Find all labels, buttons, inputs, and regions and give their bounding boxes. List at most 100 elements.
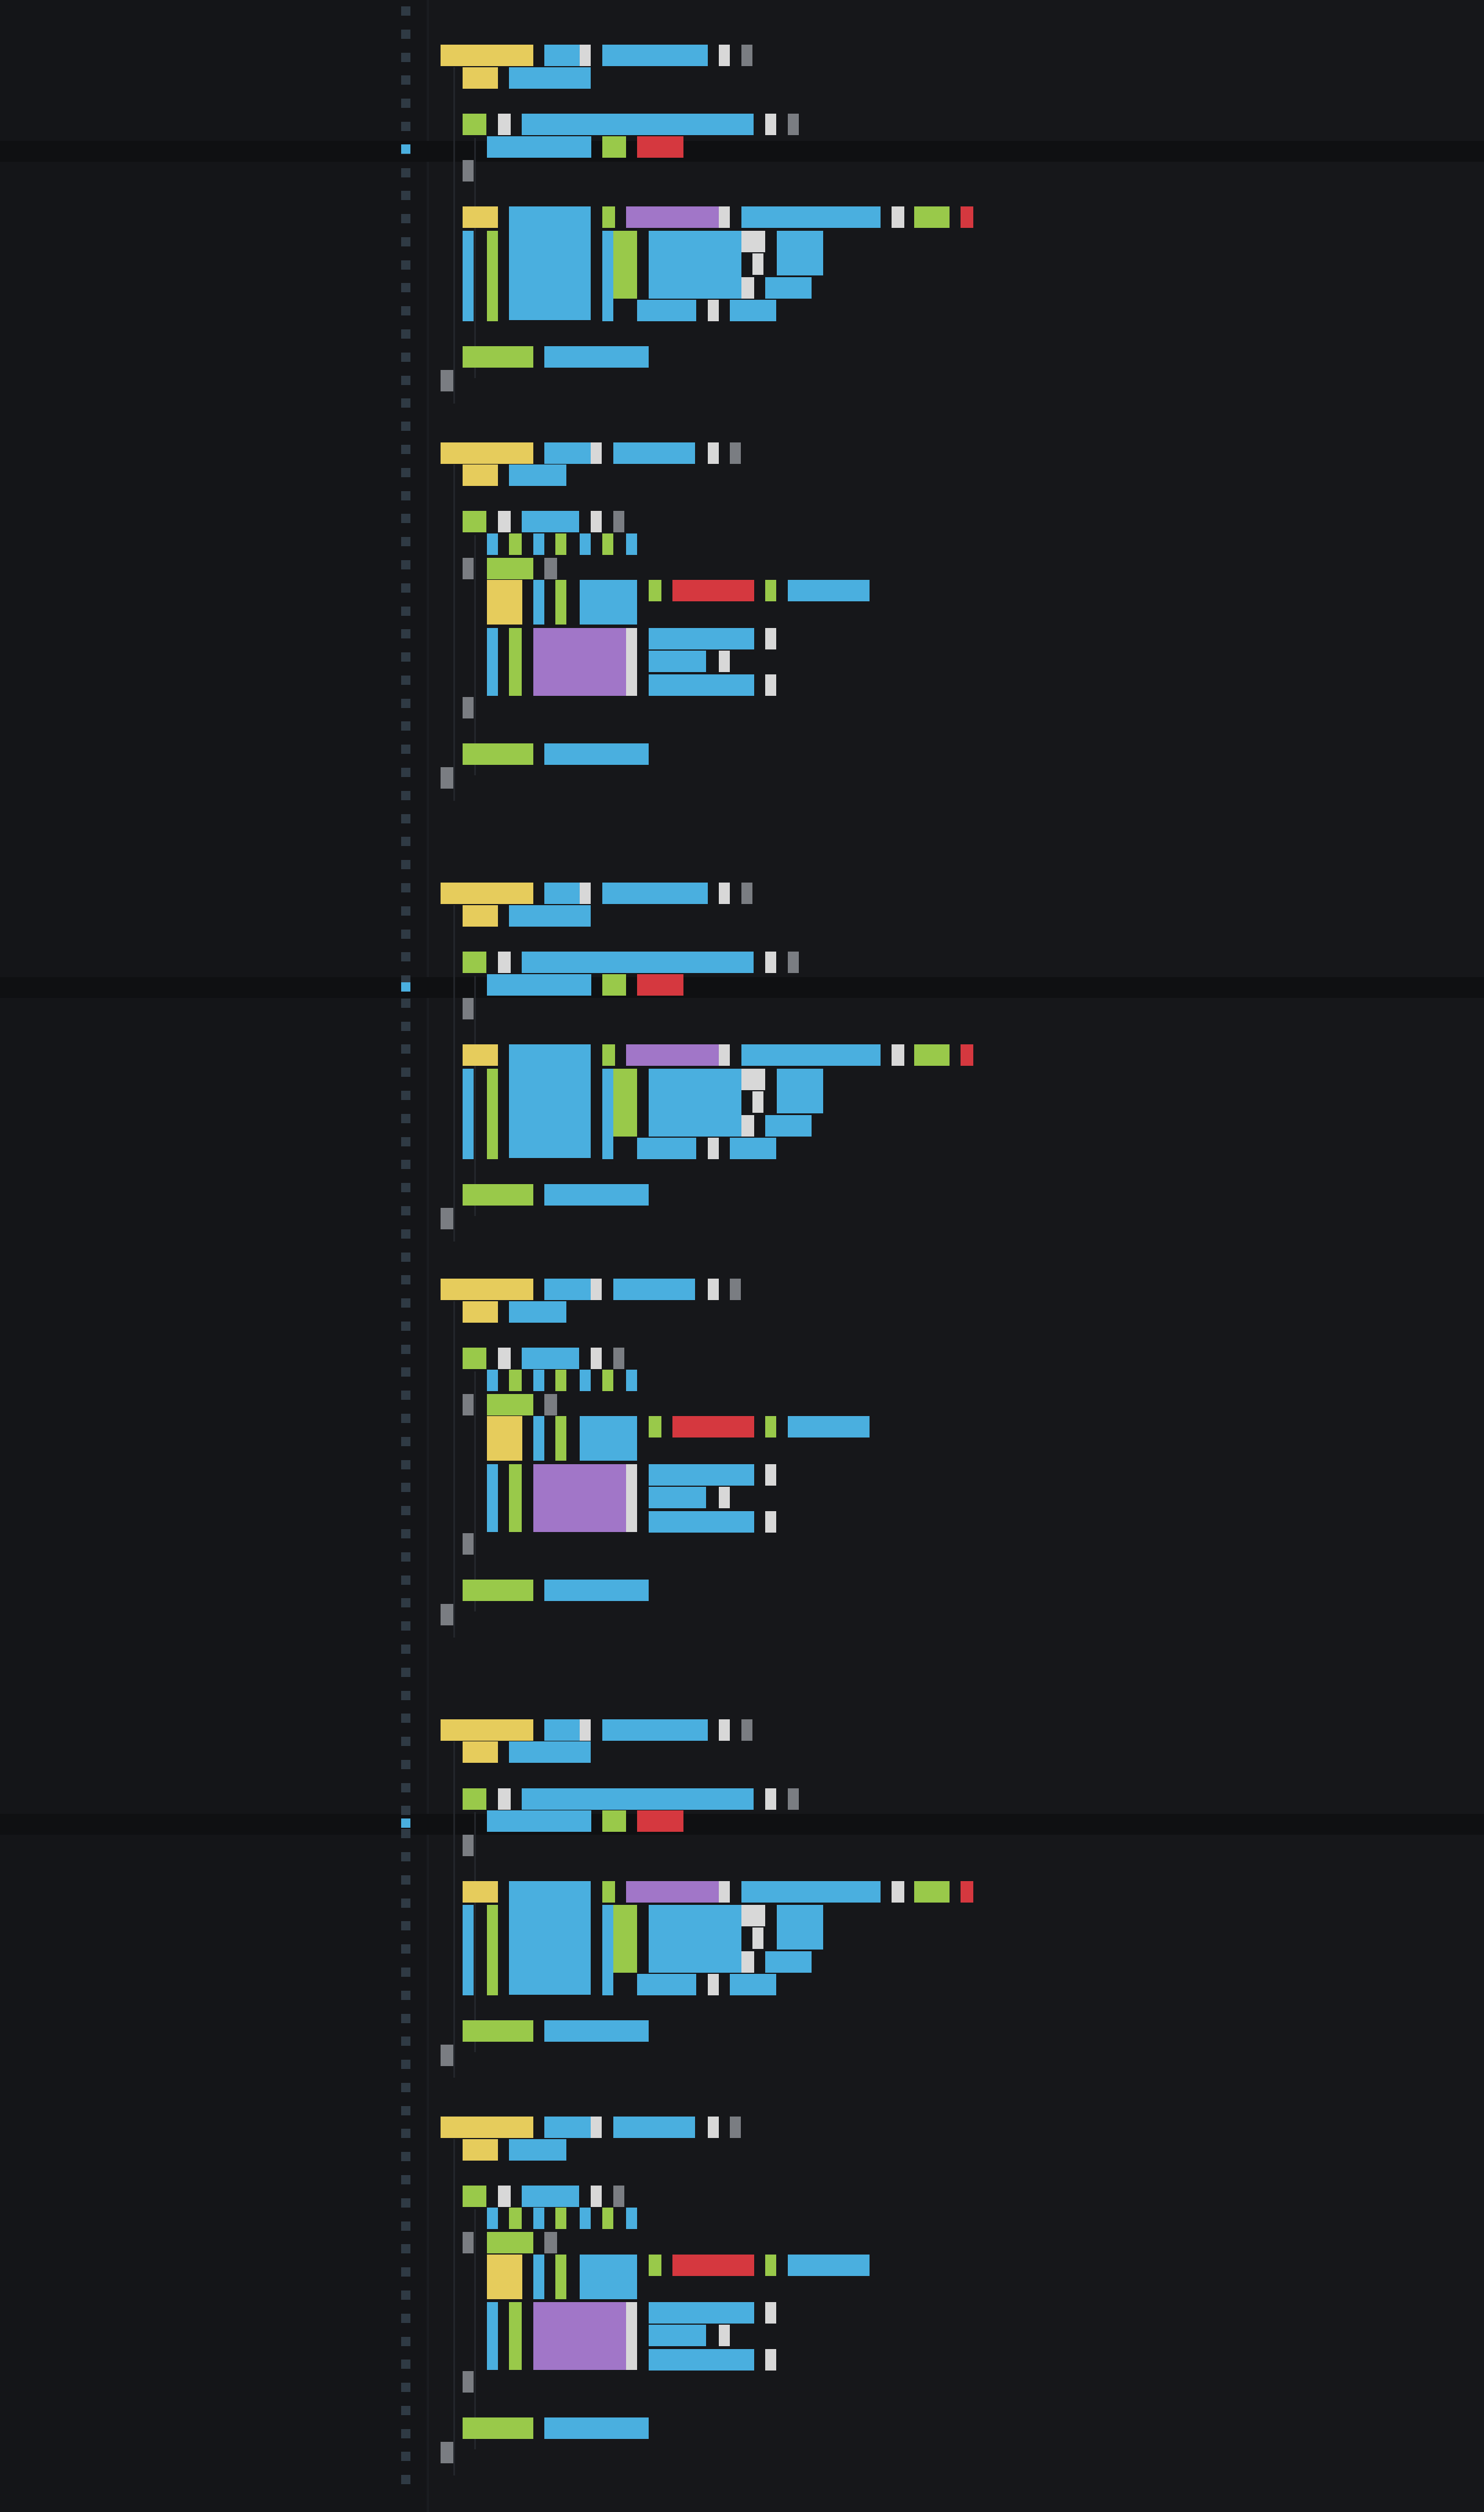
code-token xyxy=(626,1881,719,1903)
code-token xyxy=(613,1279,695,1300)
code-token xyxy=(765,277,812,299)
line-marker-icon xyxy=(401,1137,410,1146)
code-token xyxy=(730,300,776,321)
line-marker-icon xyxy=(401,398,410,408)
code-token xyxy=(544,1580,649,1601)
code-token xyxy=(730,1974,776,1995)
line-marker-icon xyxy=(401,1253,410,1262)
code-token xyxy=(463,1301,498,1323)
code-token xyxy=(509,1741,591,1763)
code-token xyxy=(719,1487,730,1508)
code-token xyxy=(591,2117,602,2138)
code-token xyxy=(719,1881,730,1903)
code-token xyxy=(509,533,522,555)
code-token xyxy=(463,952,486,973)
code-token xyxy=(533,533,544,555)
line-marker-icon xyxy=(401,168,410,177)
code-token xyxy=(487,533,498,555)
code-token xyxy=(509,905,591,927)
code-token xyxy=(509,1301,566,1323)
code-token xyxy=(741,1115,754,1137)
code-token xyxy=(487,628,498,696)
code-token xyxy=(730,1138,776,1159)
code-token xyxy=(580,533,591,555)
code-token xyxy=(602,1905,613,1995)
code-token xyxy=(544,2232,557,2253)
code-token xyxy=(637,1810,683,1832)
code-token xyxy=(672,580,754,601)
code-token xyxy=(463,1184,533,1206)
code-token xyxy=(788,2255,870,2276)
code-token xyxy=(637,300,696,321)
code-token xyxy=(498,1788,511,1810)
code-token xyxy=(602,1719,708,1741)
code-token xyxy=(509,1881,591,1995)
code-token xyxy=(765,1951,812,1973)
code-token xyxy=(649,2255,661,2276)
code-token xyxy=(730,442,741,464)
code-token xyxy=(730,2117,741,2138)
line-marker-icon xyxy=(401,99,410,108)
code-token xyxy=(463,67,498,89)
line-marker-icon xyxy=(401,1668,410,1677)
code-token xyxy=(555,2208,566,2229)
line-marker-icon xyxy=(401,1921,410,1930)
line-marker-icon xyxy=(401,2475,410,2484)
code-token xyxy=(741,1881,881,1903)
line-marker-icon xyxy=(401,30,410,39)
code-token xyxy=(649,651,706,672)
line-marker-icon xyxy=(401,1091,410,1100)
code-token xyxy=(765,1788,776,1810)
code-token xyxy=(649,1487,706,1508)
code-token xyxy=(914,1044,950,1066)
code-token xyxy=(544,1394,557,1415)
line-marker-icon xyxy=(401,629,410,638)
code-token xyxy=(498,2186,511,2207)
line-marker-icon xyxy=(401,2106,410,2115)
code-token xyxy=(649,2302,754,2324)
line-marker-icon xyxy=(401,1529,410,1538)
active-line-marker-icon xyxy=(401,144,410,154)
code-token xyxy=(487,1394,533,1415)
line-marker-icon xyxy=(401,1760,410,1769)
code-token xyxy=(498,1348,511,1369)
code-token xyxy=(463,1580,533,1601)
code-token xyxy=(463,2020,533,2042)
code-token xyxy=(708,1974,719,1995)
code-token xyxy=(544,45,580,66)
code-token xyxy=(463,160,474,181)
code-token xyxy=(741,45,752,66)
code-token xyxy=(602,2208,613,2229)
code-token xyxy=(580,2255,637,2299)
code-token xyxy=(591,1279,602,1300)
code-token xyxy=(752,1927,763,1949)
code-token xyxy=(463,905,498,927)
line-marker-icon xyxy=(401,1968,410,1977)
code-token xyxy=(613,1069,637,1137)
code-token xyxy=(708,442,719,464)
code-token xyxy=(487,1464,498,1532)
line-marker-icon xyxy=(401,2290,410,2300)
code-token xyxy=(463,1394,474,1415)
code-token xyxy=(533,1370,544,1391)
code-token xyxy=(765,1464,776,1486)
line-marker-icon xyxy=(401,2314,410,2323)
line-gutter[interactable] xyxy=(0,0,429,2512)
code-token xyxy=(522,1348,579,1369)
code-token xyxy=(602,231,613,321)
code-token xyxy=(463,558,474,579)
code-token xyxy=(961,1044,973,1066)
active-line-marker-icon xyxy=(401,1818,410,1828)
code-token xyxy=(741,883,752,904)
code-token xyxy=(441,1208,453,1229)
line-marker-icon xyxy=(401,1391,410,1400)
line-marker-icon xyxy=(401,306,410,315)
line-marker-icon xyxy=(401,699,410,708)
code-token xyxy=(487,2232,533,2253)
code-token xyxy=(602,1810,626,1832)
code-token xyxy=(522,511,579,532)
code-token xyxy=(555,2255,566,2299)
code-token xyxy=(463,231,474,321)
line-marker-icon xyxy=(401,491,410,500)
